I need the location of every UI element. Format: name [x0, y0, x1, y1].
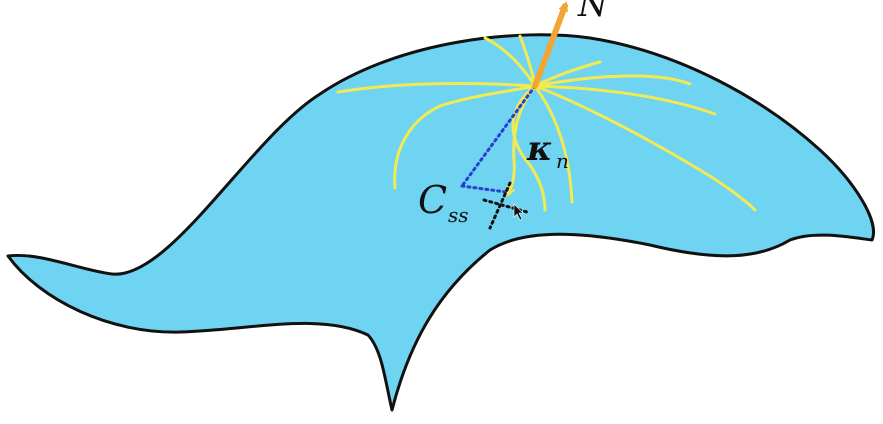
yellow-curve [533, 60, 602, 88]
yellow-curve [533, 74, 692, 88]
yellow-curve [511, 84, 547, 212]
center-subscript: ss [448, 203, 469, 227]
center-label: C [418, 178, 447, 222]
curvature-label: κ [526, 129, 552, 169]
yellow-curve [336, 82, 537, 94]
normal-section-curves [336, 34, 757, 212]
curved-surface [6, 33, 875, 412]
normal-label: N [577, 0, 609, 25]
mouse-pointer-icon [513, 203, 524, 221]
curvature-radius-lines [460, 84, 537, 194]
curvature-subscript: n [556, 149, 569, 173]
yellow-curve [393, 84, 537, 190]
yellow-curve [483, 36, 537, 88]
yellow-curve [533, 84, 574, 204]
radius-dotted-line [460, 84, 537, 188]
normal-vector-arrow [532, 1, 568, 89]
yellow-curve-arrow [509, 84, 537, 192]
yellow-curve [533, 84, 717, 116]
center-dotted-line [460, 184, 508, 194]
yellow-curve [533, 84, 757, 212]
